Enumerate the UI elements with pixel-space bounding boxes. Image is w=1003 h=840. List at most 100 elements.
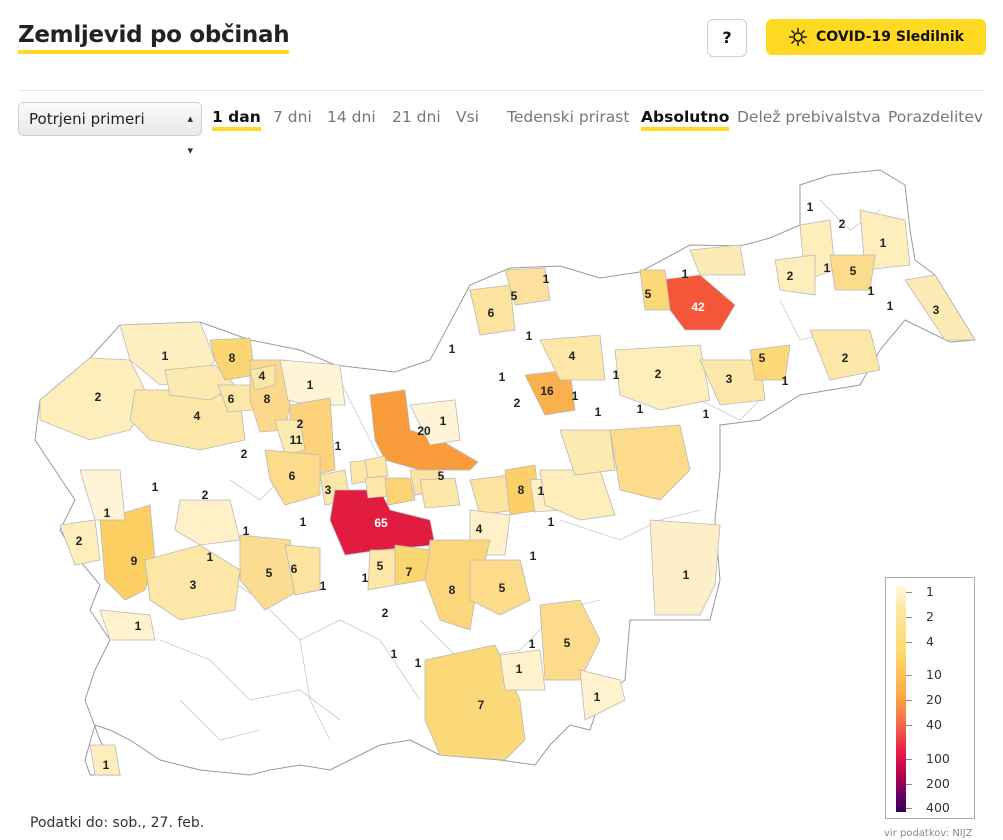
count-label: 1 [548, 515, 555, 529]
count-label: 3 [726, 372, 733, 386]
legend-label: 100 [926, 751, 950, 766]
count-label: 8 [264, 392, 271, 406]
legend-tick [906, 675, 912, 676]
count-label: 1 [543, 272, 550, 286]
count-label: 1 [595, 405, 602, 419]
count-label: 1 [613, 368, 620, 382]
count-label: 1 [415, 656, 422, 670]
count-label: 2 [297, 417, 304, 431]
count-label: 5 [266, 566, 273, 580]
time-option-7-dni[interactable]: 7 dni [273, 108, 312, 126]
count-label: 4 [569, 349, 576, 363]
legend-label: 200 [926, 776, 950, 791]
metric-select[interactable]: Potrjeni primeri ▴ ▾ [18, 102, 202, 157]
count-label: 6 [289, 469, 296, 483]
count-label: 1 [300, 515, 307, 529]
count-label: 1 [529, 637, 536, 651]
count-label: 4 [194, 409, 201, 423]
data-date-note: Podatki do: sob., 27. feb. [30, 815, 205, 831]
count-label: 1 [703, 407, 710, 421]
page-title: Zemljevid po občinah [18, 22, 290, 54]
count-label: 1 [449, 342, 456, 356]
time-option-21-dni[interactable]: 21 dni [392, 108, 441, 126]
legend-label: 40 [926, 717, 942, 732]
count-labels: 1 2 1 2 5 1 5 1 6 42 1 5 1 1 3 1 8 4 2 6… [76, 200, 940, 772]
count-label: 2 [787, 269, 794, 283]
count-label: 1 [682, 267, 689, 281]
metric-select-value: Potrjeni primeri [29, 110, 145, 128]
count-label: 1 [782, 374, 789, 388]
count-label: 1 [868, 284, 875, 298]
count-label: 1 [526, 329, 533, 343]
count-label: 5 [564, 636, 571, 650]
count-label: 5 [511, 289, 518, 303]
legend-label: 1 [926, 584, 934, 599]
count-label: 9 [131, 554, 138, 568]
view-option-delez-prebivalstva[interactable]: Delež prebivalstva [737, 108, 881, 126]
count-label: 1 [637, 402, 644, 416]
time-option-1-dan[interactable]: 1 dan [212, 108, 261, 131]
count-label: 5 [759, 351, 766, 365]
count-label: 2 [842, 351, 849, 365]
count-label: 1 [162, 349, 169, 363]
count-label: 1 [335, 439, 342, 453]
count-label: 16 [540, 384, 554, 398]
count-label: 1 [516, 662, 523, 676]
view-option-tedenski-prirast[interactable]: Tedenski prirast [507, 108, 630, 126]
colored-municipalities [39, 209, 976, 776]
time-option-vsi[interactable]: Vsi [456, 108, 479, 126]
count-label: 7 [478, 698, 485, 712]
legend-tick [906, 725, 912, 726]
legend-tick [906, 617, 912, 618]
count-label: 11 [290, 433, 303, 447]
count-label: 8 [518, 483, 525, 497]
count-label: 1 [152, 480, 159, 494]
sledilnik-brand-button[interactable]: COVID-19 Sledilnik [766, 19, 986, 55]
count-label: 1 [499, 370, 506, 384]
count-label: 20 [417, 424, 431, 438]
count-label: 1 [880, 236, 887, 250]
count-label: 5 [377, 559, 384, 573]
legend-tick [906, 759, 912, 760]
legend-label: 2 [926, 609, 934, 624]
count-label: 3 [325, 483, 332, 497]
municipality-map[interactable]: 1 2 1 2 5 1 5 1 6 42 1 5 1 1 3 1 8 4 2 6… [0, 150, 1003, 840]
count-label: 2 [514, 396, 521, 410]
view-option-absolutno[interactable]: Absolutno [641, 108, 730, 131]
count-label: 42 [691, 300, 705, 314]
legend-label: 20 [926, 692, 942, 707]
header-divider [18, 90, 985, 91]
count-label: 5 [850, 264, 857, 278]
count-label: 4 [476, 522, 483, 536]
count-label: 6 [228, 392, 235, 406]
count-label: 5 [438, 469, 445, 483]
count-label: 1 [824, 261, 831, 275]
legend-tick [906, 592, 912, 593]
legend-tick [906, 642, 912, 643]
count-label: 6 [291, 562, 298, 576]
data-source-note: vir podatkov: NIJZ [884, 828, 973, 839]
count-label: 3 [933, 303, 940, 317]
count-label: 5 [645, 287, 652, 301]
legend-tick [906, 700, 912, 701]
select-arrows-icon: ▴ ▾ [187, 112, 193, 157]
count-label: 8 [229, 351, 236, 365]
count-label: 6 [488, 306, 495, 320]
virus-icon [789, 28, 808, 46]
count-label: 1 [594, 690, 601, 704]
count-label: 1 [135, 619, 142, 633]
count-label: 2 [839, 217, 846, 231]
count-label: 1 [362, 571, 369, 585]
time-option-14-dni[interactable]: 14 dni [327, 108, 376, 126]
count-label: 1 [887, 299, 894, 313]
legend-label: 4 [926, 634, 934, 649]
count-label: 4 [259, 369, 266, 383]
count-label: 2 [382, 606, 389, 620]
count-label: 8 [449, 583, 456, 597]
count-label: 1 [572, 389, 579, 403]
view-option-porazdelitev[interactable]: Porazdelitev [888, 108, 984, 126]
legend-label: 400 [926, 800, 950, 815]
help-button[interactable]: ? [707, 19, 747, 57]
count-label: 1 [243, 524, 250, 538]
count-label: 1 [391, 647, 398, 661]
